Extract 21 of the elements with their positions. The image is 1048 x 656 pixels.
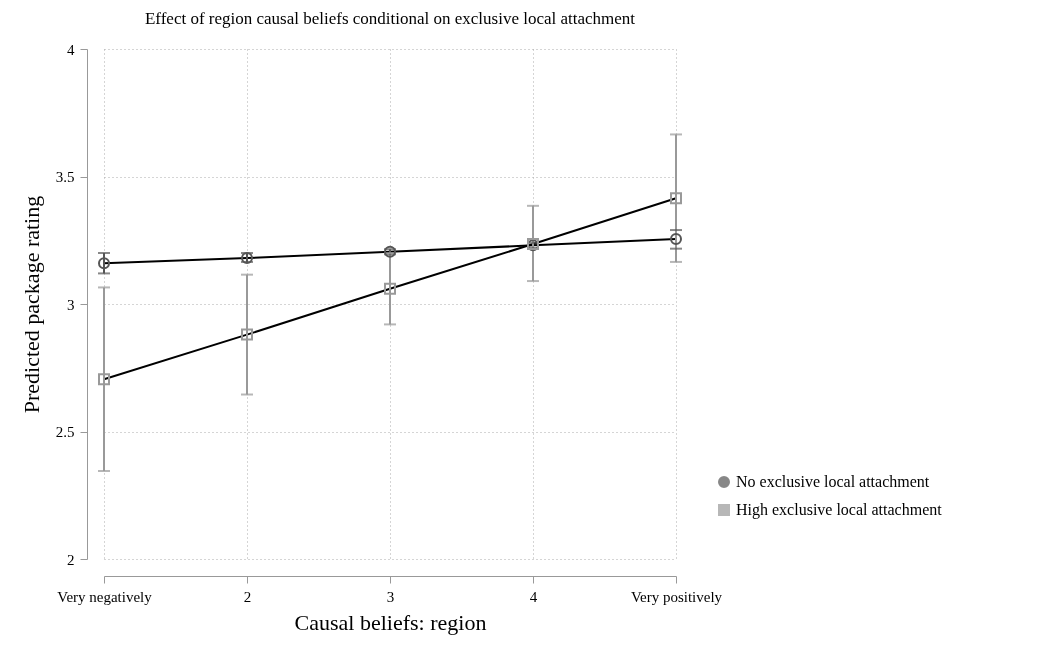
point [670,192,682,205]
legend-label: No exclusive local attachment [736,473,930,490]
x-tick-label: 3 [386,588,395,605]
y-tick-label: 2 [67,551,75,568]
x-tick-label: 2 [243,588,252,605]
x-axis-title: Causal beliefs: region [294,609,487,635]
chart-title: Effect of region causal beliefs conditional on exclusive local attachment [144,9,636,28]
y-axis-title: Predicted package rating [18,195,44,414]
point [98,257,110,270]
y-tick-label: 3.5 [55,169,75,185]
x-tick-label: 4 [529,588,538,605]
legend-label: High exclusive local attachment [736,501,943,519]
point [241,328,253,341]
point [384,282,396,295]
y-tick-label: 2.5 [55,424,75,440]
y-tick-label: 4 [67,41,75,58]
y-tick-label: 3 [67,296,75,313]
x-tick-label: Very negatively [57,588,153,605]
point [670,232,682,245]
x-tick-label: Very positively [630,588,723,605]
point [98,373,110,386]
